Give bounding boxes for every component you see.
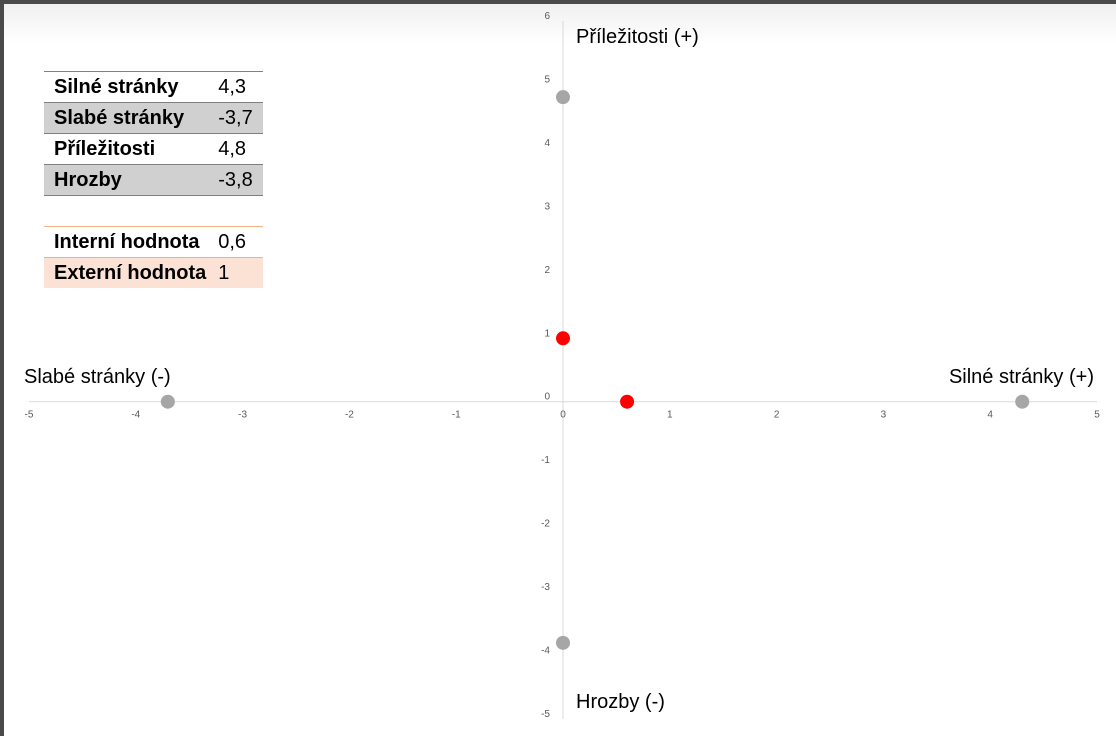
- axis-title-y-negative: Hrozby (-): [576, 691, 665, 713]
- row-label: Silné stránky: [44, 71, 215, 103]
- axis-title-x-negative: Slabé stránky (-): [24, 366, 171, 388]
- y-tick-label: -4: [541, 646, 550, 657]
- result-row-external: Externí hodnota 1: [44, 257, 263, 288]
- table-row: Příležitosti 4,8: [44, 133, 263, 165]
- row-label: Příležitosti: [44, 133, 215, 165]
- swot-summary-table: Silné stránky 4,3 Slabé stránky -3,7 Pří…: [44, 71, 263, 288]
- y-tick-label: 5: [544, 74, 550, 85]
- result-value: 0,6: [214, 226, 263, 258]
- y-tick-label: 1: [544, 328, 550, 339]
- table-row: Hrozby -3,8: [44, 164, 263, 196]
- y-tick-label: 4: [544, 138, 550, 149]
- x-tick-label: -1: [452, 410, 461, 421]
- table-spacer: [44, 196, 263, 227]
- data-points: [160, 90, 1030, 650]
- red-data-point: [620, 394, 635, 409]
- result-label: Externí hodnota: [44, 257, 215, 288]
- x-tick-label: 5: [1094, 410, 1100, 421]
- y-tick-label: 2: [544, 265, 550, 276]
- x-tick-label: 0: [560, 410, 566, 421]
- y-tick-label: -5: [541, 709, 550, 720]
- y-tick-label: 0: [544, 392, 550, 403]
- row-value: 4,3: [214, 71, 263, 103]
- x-tick-label: -3: [238, 410, 247, 421]
- table-row: Silné stránky 4,3: [44, 71, 263, 103]
- row-label: Slabé stránky: [44, 102, 215, 134]
- x-tick-label: 3: [881, 410, 887, 421]
- gray-data-point: [556, 90, 570, 105]
- axis-title-x-positive: Silné stránky (+): [949, 366, 1094, 388]
- result-value: 1: [214, 257, 263, 288]
- x-tick-label: -5: [25, 410, 34, 421]
- axes: [29, 21, 1097, 719]
- x-tick-label: -4: [131, 410, 140, 421]
- x-tick-label: 2: [774, 410, 780, 421]
- row-value: -3,7: [214, 102, 263, 134]
- x-tick-label: 1: [667, 410, 673, 421]
- red-data-point: [556, 331, 570, 346]
- y-tick-label: 6: [544, 11, 550, 22]
- row-value: -3,8: [214, 164, 263, 196]
- y-tick-label: -1: [541, 455, 550, 466]
- tick-labels: -5 -4 -3 -2 -1 0 1 2 3 4 5 -5 -4 -3 -2 -1 0 1 2 3 4 5 6: [25, 11, 1101, 720]
- axis-titles: Příležitosti (+) Hrozby (-) Slabé stránk…: [24, 26, 1094, 713]
- x-tick-label: 4: [987, 410, 993, 421]
- y-tick-label: -2: [541, 519, 550, 530]
- row-value: 4,8: [214, 133, 263, 165]
- top-shade: [4, 4, 1116, 44]
- row-label: Hrozby: [44, 164, 215, 196]
- gray-data-point: [160, 394, 175, 409]
- x-tick-label: -2: [345, 410, 354, 421]
- gray-data-point: [1015, 394, 1030, 409]
- gray-data-point: [556, 635, 570, 650]
- result-row-internal: Interní hodnota 0,6: [44, 226, 263, 258]
- y-tick-label: 3: [544, 201, 550, 212]
- table-row: Slabé stránky -3,7: [44, 102, 263, 134]
- y-tick-label: -3: [541, 582, 550, 593]
- swot-scatter-chart: -5 -4 -3 -2 -1 0 1 2 3 4 5 -5 -4 -3 -2 -1 0 1 2 3 4 5 6 Přílež…: [24, 11, 1101, 720]
- result-label: Interní hodnota: [44, 226, 215, 258]
- axis-title-y-positive: Příležitosti (+): [576, 26, 699, 48]
